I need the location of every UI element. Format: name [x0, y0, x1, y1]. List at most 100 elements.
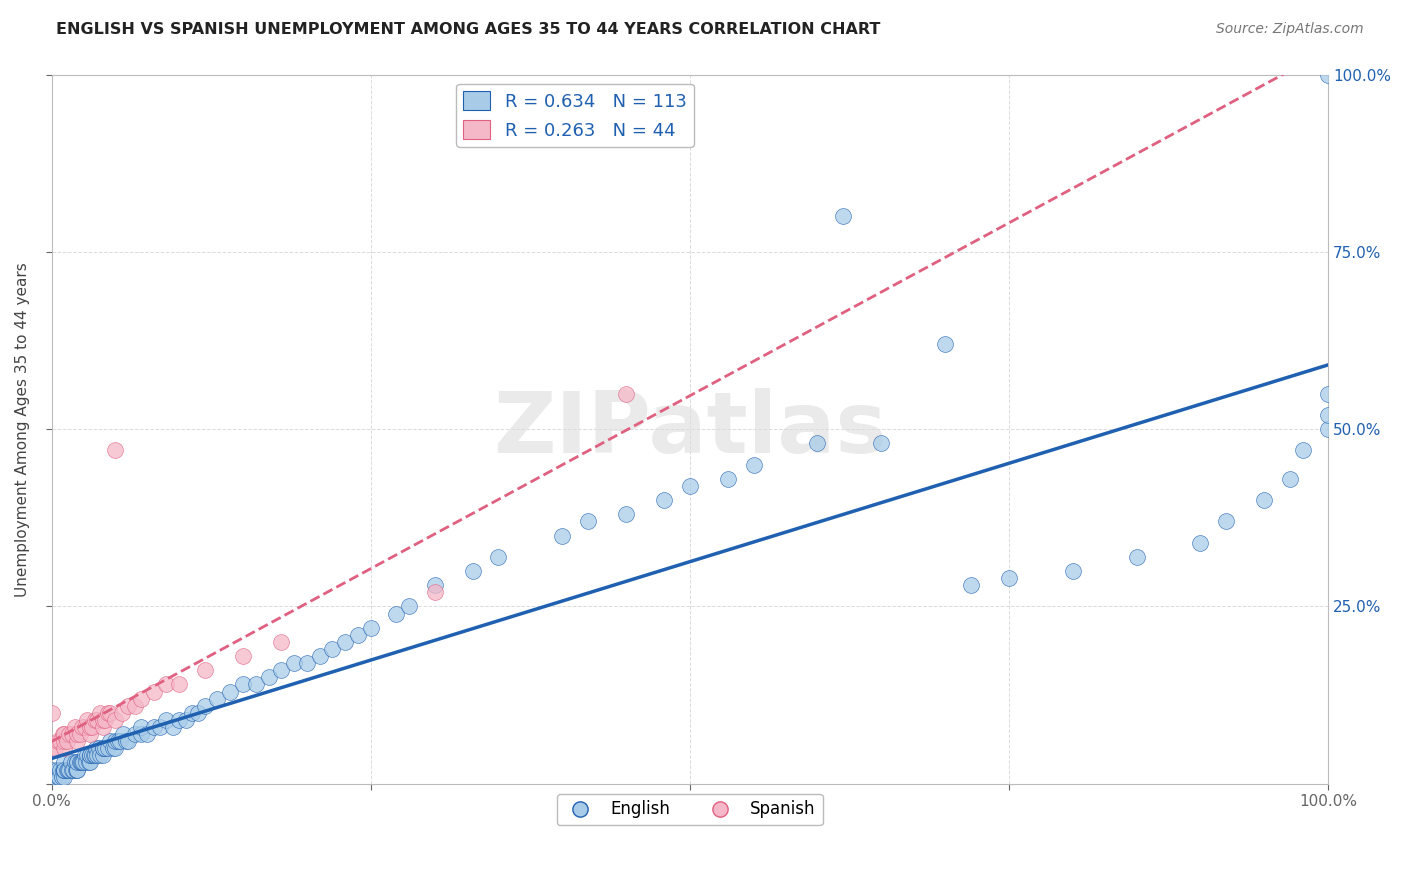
Point — [53, 763, 76, 777]
Point — [73, 720, 96, 734]
Point — [155, 713, 177, 727]
Point — [87, 741, 110, 756]
Point — [56, 734, 79, 748]
Point — [44, 741, 66, 756]
Point — [232, 677, 254, 691]
Point — [91, 741, 114, 756]
Point — [110, 734, 132, 748]
Point — [207, 691, 229, 706]
Point — [107, 734, 129, 748]
Point — [1317, 408, 1340, 422]
Point — [423, 585, 446, 599]
Point — [73, 748, 96, 763]
Point — [870, 436, 893, 450]
Point — [62, 763, 84, 777]
Point — [41, 763, 63, 777]
Point — [86, 748, 108, 763]
Point — [44, 770, 66, 784]
Point — [385, 607, 408, 621]
Point — [56, 763, 79, 777]
Text: ZIPatlas: ZIPatlas — [494, 388, 887, 471]
Point — [70, 720, 93, 734]
Point — [1317, 68, 1340, 82]
Point — [270, 635, 292, 649]
Point — [91, 720, 114, 734]
Point — [91, 748, 114, 763]
Point — [1125, 549, 1147, 564]
Point — [76, 713, 98, 727]
Point — [53, 763, 76, 777]
Point — [70, 756, 93, 770]
Point — [79, 720, 101, 734]
Point — [60, 727, 83, 741]
Point — [75, 756, 97, 770]
Point — [91, 741, 114, 756]
Point — [41, 706, 63, 720]
Point — [1317, 422, 1340, 436]
Point — [58, 727, 80, 741]
Point — [155, 677, 177, 691]
Point — [104, 443, 127, 458]
Point — [84, 741, 107, 756]
Point — [308, 649, 330, 664]
Point — [162, 720, 184, 734]
Point — [219, 684, 242, 698]
Point — [717, 472, 740, 486]
Point — [98, 734, 121, 748]
Point — [1062, 564, 1084, 578]
Point — [91, 713, 114, 727]
Point — [194, 663, 217, 677]
Point — [142, 720, 165, 734]
Point — [1215, 514, 1237, 528]
Point — [72, 756, 94, 770]
Point — [42, 770, 65, 784]
Point — [48, 770, 70, 784]
Point — [142, 684, 165, 698]
Point — [59, 756, 82, 770]
Point — [52, 763, 75, 777]
Point — [1253, 493, 1275, 508]
Point — [551, 528, 574, 542]
Point — [66, 763, 89, 777]
Point — [167, 713, 190, 727]
Text: ENGLISH VS SPANISH UNEMPLOYMENT AMONG AGES 35 TO 44 YEARS CORRELATION CHART: ENGLISH VS SPANISH UNEMPLOYMENT AMONG AG… — [56, 22, 880, 37]
Point — [63, 720, 86, 734]
Point — [576, 514, 599, 528]
Point — [742, 458, 765, 472]
Point — [69, 756, 91, 770]
Point — [52, 727, 75, 741]
Point — [89, 748, 111, 763]
Y-axis label: Unemployment Among Ages 35 to 44 years: Unemployment Among Ages 35 to 44 years — [15, 261, 30, 597]
Legend: English, Spanish: English, Spanish — [557, 794, 823, 825]
Point — [652, 493, 675, 508]
Point — [66, 756, 89, 770]
Point — [79, 748, 101, 763]
Point — [194, 698, 217, 713]
Point — [461, 564, 484, 578]
Point — [998, 571, 1021, 585]
Point — [129, 691, 152, 706]
Point — [117, 698, 139, 713]
Point — [56, 763, 79, 777]
Point — [934, 337, 956, 351]
Point — [69, 727, 91, 741]
Point — [111, 706, 134, 720]
Point — [117, 734, 139, 748]
Point — [70, 756, 93, 770]
Point — [283, 656, 305, 670]
Point — [97, 741, 120, 756]
Point — [232, 649, 254, 664]
Point — [614, 386, 637, 401]
Point — [79, 756, 101, 770]
Point — [1291, 443, 1313, 458]
Point — [614, 507, 637, 521]
Point — [136, 727, 159, 741]
Point — [79, 748, 101, 763]
Point — [486, 549, 509, 564]
Point — [111, 727, 134, 741]
Point — [1278, 472, 1301, 486]
Point — [46, 734, 69, 748]
Point — [82, 720, 104, 734]
Point — [94, 713, 117, 727]
Point — [53, 770, 76, 784]
